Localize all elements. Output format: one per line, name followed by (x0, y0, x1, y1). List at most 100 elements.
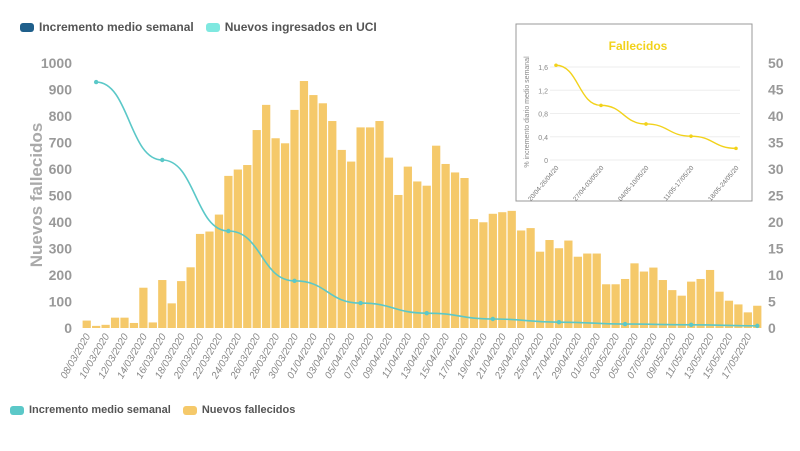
bar (195, 233, 205, 328)
inset-point (599, 103, 603, 108)
bar (177, 281, 186, 328)
line-point (93, 79, 99, 85)
bar (687, 281, 696, 328)
bar (271, 138, 280, 328)
bar (753, 305, 762, 328)
y2-tick-label: 20 (768, 214, 784, 230)
legend-label: Incremento medio semanal (29, 404, 171, 416)
line-point (622, 321, 628, 327)
bar (734, 304, 743, 328)
y2-tick-label: 45 (768, 82, 784, 98)
bar (413, 181, 422, 328)
bar (262, 104, 271, 329)
bar (488, 213, 497, 328)
line-point (688, 322, 694, 328)
inset-title: Fallecidos (609, 39, 668, 53)
line-point (556, 319, 562, 325)
bar (658, 280, 667, 328)
bar (299, 81, 309, 329)
bar (724, 300, 734, 328)
bar (129, 322, 139, 328)
bar (639, 271, 649, 328)
inset-y-tick-label: 1,2 (538, 88, 548, 95)
inset-y-tick-label: 0,8 (538, 112, 548, 119)
legend-label: Nuevos ingresados en UCI (224, 20, 377, 34)
bar (205, 231, 214, 328)
bar (214, 214, 224, 328)
legend-label: Nuevos fallecidos (201, 404, 296, 416)
legend-label: Incremento medio semanal (39, 20, 194, 34)
y-tick-label: 200 (49, 267, 73, 283)
bar (564, 240, 573, 328)
bar (450, 172, 460, 328)
y2-tick-label: 15 (768, 241, 784, 257)
bar (252, 130, 261, 328)
bar (243, 165, 252, 328)
inset-frame (515, 23, 753, 202)
y-tick-label: 300 (49, 241, 73, 257)
bar (328, 121, 337, 328)
y-tick-label: 500 (49, 188, 73, 204)
bar (573, 256, 582, 328)
bar (517, 230, 526, 328)
bar (715, 291, 724, 328)
bar (158, 280, 167, 328)
line-point (490, 316, 496, 322)
bar (394, 194, 403, 328)
bar (290, 109, 299, 328)
bar (167, 303, 176, 328)
bar (186, 267, 195, 328)
inset-point (644, 122, 648, 126)
bar (602, 284, 611, 328)
bar (743, 312, 752, 328)
bar (526, 228, 535, 328)
bar (309, 95, 318, 328)
bar (554, 248, 564, 328)
legend-swatch (20, 22, 34, 32)
bar (422, 185, 431, 328)
top-legend: Incremento medio semanal Nuevos ingresad… (20, 20, 377, 34)
inset-chart: Fallecidos % incremento diario medio sema… (515, 23, 753, 203)
inset-y-tick-label: 0,4 (538, 135, 548, 142)
bar (356, 127, 365, 329)
bar (148, 322, 157, 328)
y-tick-label: 600 (49, 161, 73, 177)
bar (535, 251, 545, 328)
bar (583, 253, 592, 328)
bar (479, 222, 488, 328)
inset-y-tick-label: 0 (544, 158, 548, 165)
bar (620, 278, 630, 328)
bar (592, 253, 601, 328)
bar (469, 219, 479, 328)
bar (224, 175, 233, 328)
line-point (358, 300, 363, 306)
line-point (424, 310, 429, 316)
line-point (160, 157, 165, 163)
inset-point (689, 134, 693, 138)
bar (630, 263, 639, 328)
bar (441, 163, 450, 328)
bar (384, 157, 394, 328)
inset-y-tick-label: 1,6 (538, 65, 548, 72)
y2-tick-label: 25 (768, 188, 784, 204)
bar (375, 121, 384, 328)
bar (318, 103, 327, 328)
y2-tick-label: 5 (768, 294, 776, 310)
weekly-increase-line (96, 81, 758, 327)
bar (92, 325, 101, 328)
bar (677, 295, 686, 328)
bar (649, 267, 658, 328)
bar (82, 320, 91, 328)
bar (432, 145, 441, 328)
bar (233, 169, 242, 328)
bar (337, 149, 346, 328)
bar (139, 287, 148, 328)
legend-swatch (10, 405, 24, 415)
bar (696, 278, 705, 328)
bar (460, 178, 469, 328)
inset-point (734, 146, 738, 151)
legend-swatch (182, 405, 197, 415)
y-tick-label: 100 (49, 294, 73, 310)
